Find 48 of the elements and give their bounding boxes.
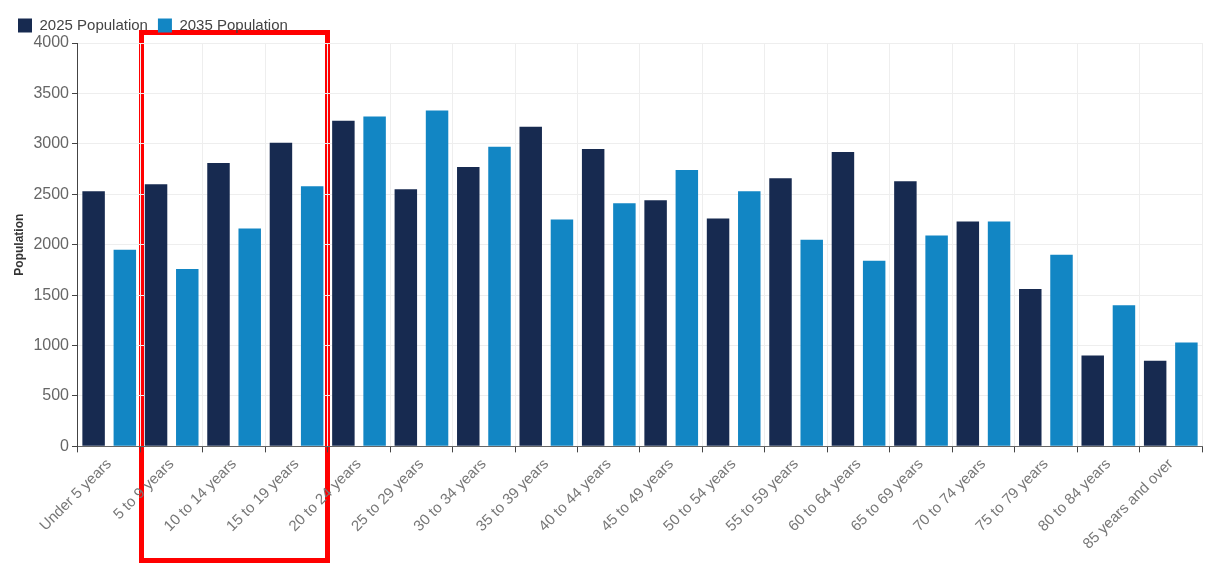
bar [363, 116, 386, 446]
bar [82, 191, 105, 446]
y-tick-label: 1000 [33, 335, 70, 353]
bar [862, 260, 886, 446]
bar [238, 228, 261, 446]
legend-label: 2035 Population [179, 15, 288, 33]
bar [394, 189, 418, 446]
y-tick-label: 0 [60, 436, 70, 454]
bar [1081, 355, 1104, 446]
bar [831, 151, 855, 446]
bar [1050, 254, 1073, 446]
bar [269, 142, 293, 446]
bar [207, 163, 230, 446]
bar [144, 184, 168, 446]
bar [488, 146, 511, 446]
legend-label: 2025 Population [39, 15, 148, 33]
bar [1112, 305, 1136, 446]
bar [332, 120, 355, 446]
y-tick-label: 2500 [33, 184, 70, 202]
bar [769, 178, 792, 446]
bar [925, 235, 948, 446]
y-tick-label: 2000 [33, 235, 70, 253]
y-tick-label: 3000 [33, 134, 70, 152]
bar [300, 186, 324, 446]
y-tick-label: 4000 [33, 33, 70, 51]
bar [706, 218, 730, 446]
bar [644, 200, 667, 446]
bar [457, 167, 480, 446]
bar [738, 191, 761, 446]
bar [987, 221, 1011, 446]
bar [613, 203, 636, 446]
bar [425, 110, 449, 446]
bar [1143, 360, 1167, 446]
bar [1175, 342, 1198, 446]
y-tick-label: 1500 [33, 285, 70, 303]
y-axis-title: Population [11, 213, 26, 276]
bar [113, 249, 137, 446]
bar [894, 181, 917, 446]
bar [519, 126, 542, 446]
y-tick-label: 500 [42, 386, 70, 404]
y-tick-label: 3500 [33, 83, 70, 101]
bar [550, 219, 574, 446]
bar [956, 221, 980, 446]
bar [176, 268, 199, 446]
bar [800, 239, 823, 446]
bar [1019, 289, 1042, 446]
bar [581, 148, 605, 446]
bar [675, 170, 699, 446]
